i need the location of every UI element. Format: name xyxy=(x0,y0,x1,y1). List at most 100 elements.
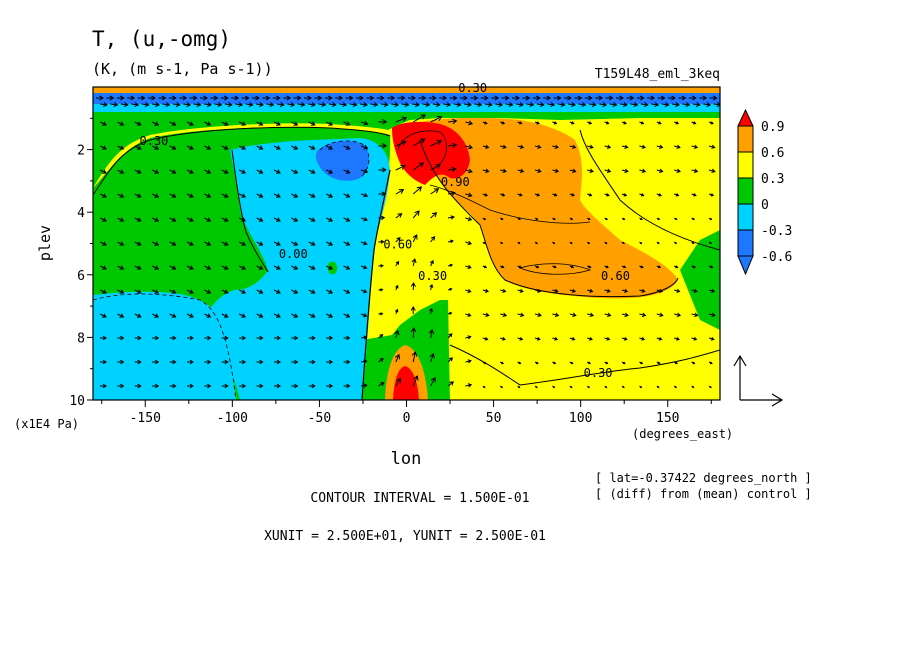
wind-vector xyxy=(604,265,609,269)
wind-vector xyxy=(418,95,427,101)
wind-vector xyxy=(534,241,538,245)
wind-vector xyxy=(499,361,504,365)
wind-vector xyxy=(534,385,538,389)
wind-vector xyxy=(432,102,441,108)
colorbar-label: -0.6 xyxy=(761,250,792,265)
wind-vector xyxy=(360,120,369,126)
wind-vector xyxy=(567,102,576,108)
wind-vector xyxy=(221,265,229,270)
contour-line xyxy=(361,169,391,400)
wind-vector xyxy=(586,241,591,245)
colorbar-swatch xyxy=(737,229,754,257)
x-tick-label: 50 xyxy=(486,411,502,426)
wind-vector xyxy=(169,241,177,246)
wind-vector xyxy=(447,118,458,125)
wind-vector xyxy=(359,102,368,108)
wind-vector xyxy=(500,144,507,149)
wind-vector xyxy=(656,144,664,149)
colorbar-label: -0.3 xyxy=(761,224,792,239)
wind-vector xyxy=(411,102,420,108)
wind-vector xyxy=(291,265,299,270)
wind-vector xyxy=(349,102,358,108)
wind-vector xyxy=(308,359,316,365)
wind-vector xyxy=(134,121,142,126)
region-cyan-lower-west xyxy=(93,291,236,400)
wind-vector xyxy=(394,353,401,363)
wind-vector xyxy=(412,114,427,123)
wind-vector xyxy=(256,121,264,126)
y-tick-label: 2 xyxy=(77,144,85,159)
wind-vector xyxy=(543,95,552,101)
wind-vector xyxy=(274,359,281,365)
wind-vector xyxy=(343,145,351,150)
contour-label: 0.90 xyxy=(441,175,470,189)
wind-vector xyxy=(447,142,458,149)
region-top-orange xyxy=(93,87,720,95)
wind-vector xyxy=(99,241,107,246)
wind-vector xyxy=(204,169,212,174)
wind-vector xyxy=(151,241,160,246)
wind-vector xyxy=(691,217,695,221)
wind-vector xyxy=(604,385,608,389)
wind-vector xyxy=(117,335,125,341)
wind-vector xyxy=(678,95,687,101)
wind-vector xyxy=(708,168,716,173)
colorbar-swatch xyxy=(737,203,754,231)
wind-vector xyxy=(221,289,229,294)
wind-vector xyxy=(656,121,662,125)
region-green-island xyxy=(327,261,338,275)
wind-vector xyxy=(465,359,472,364)
wind-vector xyxy=(395,236,401,243)
wind-vector xyxy=(656,288,664,293)
reference-vector xyxy=(733,354,784,407)
wind-vector xyxy=(151,217,160,222)
wind-vector xyxy=(291,121,299,126)
wind-vector xyxy=(325,265,334,270)
wind-vector xyxy=(151,145,160,150)
wind-vector xyxy=(569,385,573,389)
y-tick-label: 10 xyxy=(69,394,85,409)
x-tick-label: -50 xyxy=(308,411,331,426)
wind-vector xyxy=(169,169,177,174)
wind-vector xyxy=(552,168,560,173)
wind-vector xyxy=(134,289,142,294)
wind-vector xyxy=(134,313,142,318)
wind-vector xyxy=(656,312,664,318)
wind-vector xyxy=(204,145,212,150)
wind-vector xyxy=(639,361,644,365)
colorbar-label: 0.6 xyxy=(761,146,784,161)
wind-vector xyxy=(482,312,490,318)
wind-vector xyxy=(691,265,696,269)
wind-vector xyxy=(169,289,177,294)
wind-vector xyxy=(148,95,156,101)
wind-vector xyxy=(588,102,597,108)
wind-vector xyxy=(708,193,715,197)
wind-vector xyxy=(378,358,384,363)
wind-vector xyxy=(117,241,125,246)
wind-vector xyxy=(534,144,542,149)
wind-vector xyxy=(584,95,593,101)
run-label: T159L48_eml_3keq xyxy=(595,67,720,82)
wind-vector xyxy=(482,288,490,293)
wind-vector xyxy=(273,169,281,174)
wind-vector xyxy=(238,145,247,150)
wind-vector xyxy=(463,102,472,108)
wind-vector xyxy=(604,312,612,318)
wind-vector xyxy=(500,265,505,269)
wind-vector xyxy=(287,102,296,108)
wind-vector xyxy=(221,145,229,150)
wind-vector xyxy=(134,335,142,341)
wind-vector xyxy=(604,336,611,341)
wind-vector xyxy=(152,335,160,341)
wind-vector xyxy=(534,336,541,341)
wind-vector xyxy=(308,289,316,294)
contour-labels: 0.30 0.30 0.00 0.90 0.60 0.30 0.60 0.30 xyxy=(140,81,630,380)
wind-vector xyxy=(276,102,285,108)
contour-interval-note: CONTOUR INTERVAL = 1.500E-01 xyxy=(310,491,529,506)
wind-vector xyxy=(291,217,299,222)
wind-vector xyxy=(186,313,194,318)
contour-line xyxy=(319,140,370,179)
wind-vector xyxy=(429,352,435,363)
wind-vector xyxy=(491,95,500,101)
